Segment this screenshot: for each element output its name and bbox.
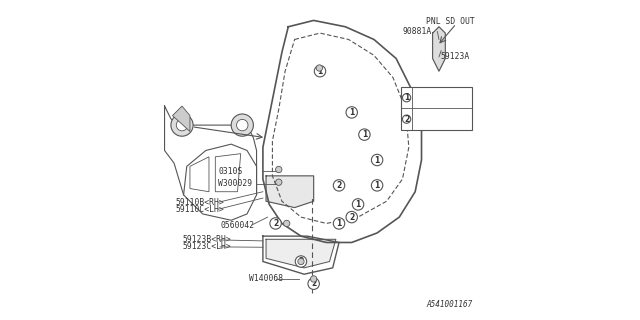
Text: 1: 1 — [362, 130, 367, 139]
Text: 2: 2 — [404, 115, 409, 124]
Circle shape — [316, 65, 323, 71]
Polygon shape — [433, 27, 445, 71]
Circle shape — [403, 115, 411, 123]
Text: W140065: W140065 — [417, 93, 451, 102]
Circle shape — [176, 119, 188, 131]
Polygon shape — [266, 176, 314, 208]
Circle shape — [298, 258, 304, 265]
Polygon shape — [173, 106, 190, 132]
Circle shape — [353, 199, 364, 210]
Circle shape — [371, 180, 383, 191]
Text: 2: 2 — [298, 257, 303, 266]
Text: 2: 2 — [349, 212, 355, 222]
Circle shape — [314, 66, 326, 77]
Text: 59123A: 59123A — [440, 52, 470, 61]
Text: 1: 1 — [404, 93, 409, 102]
Text: 90881A: 90881A — [403, 27, 432, 36]
Circle shape — [358, 129, 370, 140]
Text: 1: 1 — [374, 156, 380, 164]
Circle shape — [231, 114, 253, 136]
Circle shape — [284, 220, 290, 227]
FancyBboxPatch shape — [401, 87, 472, 130]
Text: 1: 1 — [355, 200, 361, 209]
Circle shape — [237, 119, 248, 131]
Circle shape — [371, 154, 383, 166]
Text: <LH ONLY>: <LH ONLY> — [424, 89, 468, 98]
Circle shape — [276, 166, 282, 173]
Text: 0310S: 0310S — [218, 167, 243, 176]
Circle shape — [308, 278, 319, 289]
Text: 1: 1 — [374, 181, 380, 190]
Circle shape — [346, 107, 357, 118]
Text: 1: 1 — [349, 108, 355, 117]
Text: 2: 2 — [337, 181, 342, 190]
Text: W140068: W140068 — [248, 275, 283, 284]
Circle shape — [333, 218, 345, 229]
Circle shape — [310, 276, 317, 282]
Text: 59110B<RH>: 59110B<RH> — [175, 198, 225, 207]
Circle shape — [346, 212, 357, 223]
Circle shape — [295, 256, 307, 267]
Text: 1: 1 — [317, 67, 323, 76]
Circle shape — [171, 114, 193, 136]
Circle shape — [403, 94, 411, 102]
Circle shape — [270, 218, 282, 229]
Text: 2: 2 — [273, 219, 278, 228]
Text: 0560042: 0560042 — [220, 220, 254, 229]
Circle shape — [276, 179, 282, 185]
Text: W140007: W140007 — [417, 115, 451, 124]
Text: PNL SD OUT: PNL SD OUT — [426, 17, 475, 26]
Text: A541001167: A541001167 — [426, 300, 472, 309]
Text: W300029: W300029 — [218, 179, 253, 188]
Polygon shape — [266, 239, 336, 268]
Text: 1: 1 — [337, 219, 342, 228]
Text: 2: 2 — [311, 279, 316, 288]
Text: 59123C<LH>: 59123C<LH> — [182, 243, 231, 252]
Circle shape — [333, 180, 345, 191]
Text: 59123B<RH>: 59123B<RH> — [182, 236, 231, 244]
Text: 59110C<LH>: 59110C<LH> — [175, 205, 225, 214]
